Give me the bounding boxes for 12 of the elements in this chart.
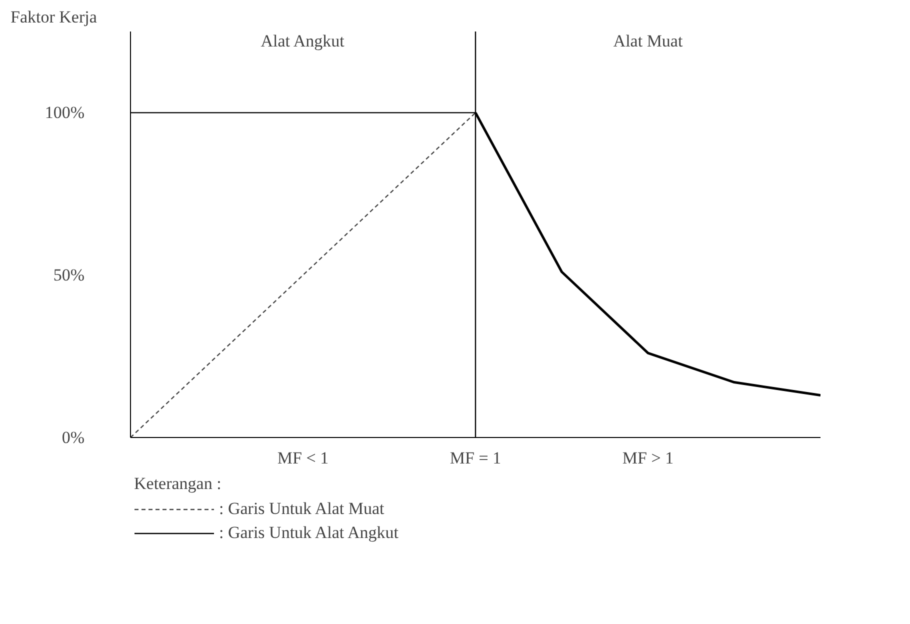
y-tick-label: 100% bbox=[44, 103, 85, 122]
x-tick-label: MF = 1 bbox=[450, 448, 502, 468]
legend-label: : Garis Untuk Alat Angkut bbox=[219, 523, 398, 543]
legend-title: Keterangan : bbox=[134, 474, 222, 494]
x-tick-label: MF > 1 bbox=[622, 448, 674, 468]
y-tick-label: 50% bbox=[53, 266, 85, 285]
annotation: Alat Muat bbox=[613, 32, 683, 50]
annotation: Alat Angkut bbox=[260, 32, 345, 50]
chart-title: Faktor Kerja bbox=[10, 8, 98, 26]
legend-label: : Garis Untuk Alat Muat bbox=[219, 499, 384, 519]
x-tick-label: MF < 1 bbox=[277, 448, 329, 468]
y-tick-label: 0% bbox=[62, 428, 85, 447]
